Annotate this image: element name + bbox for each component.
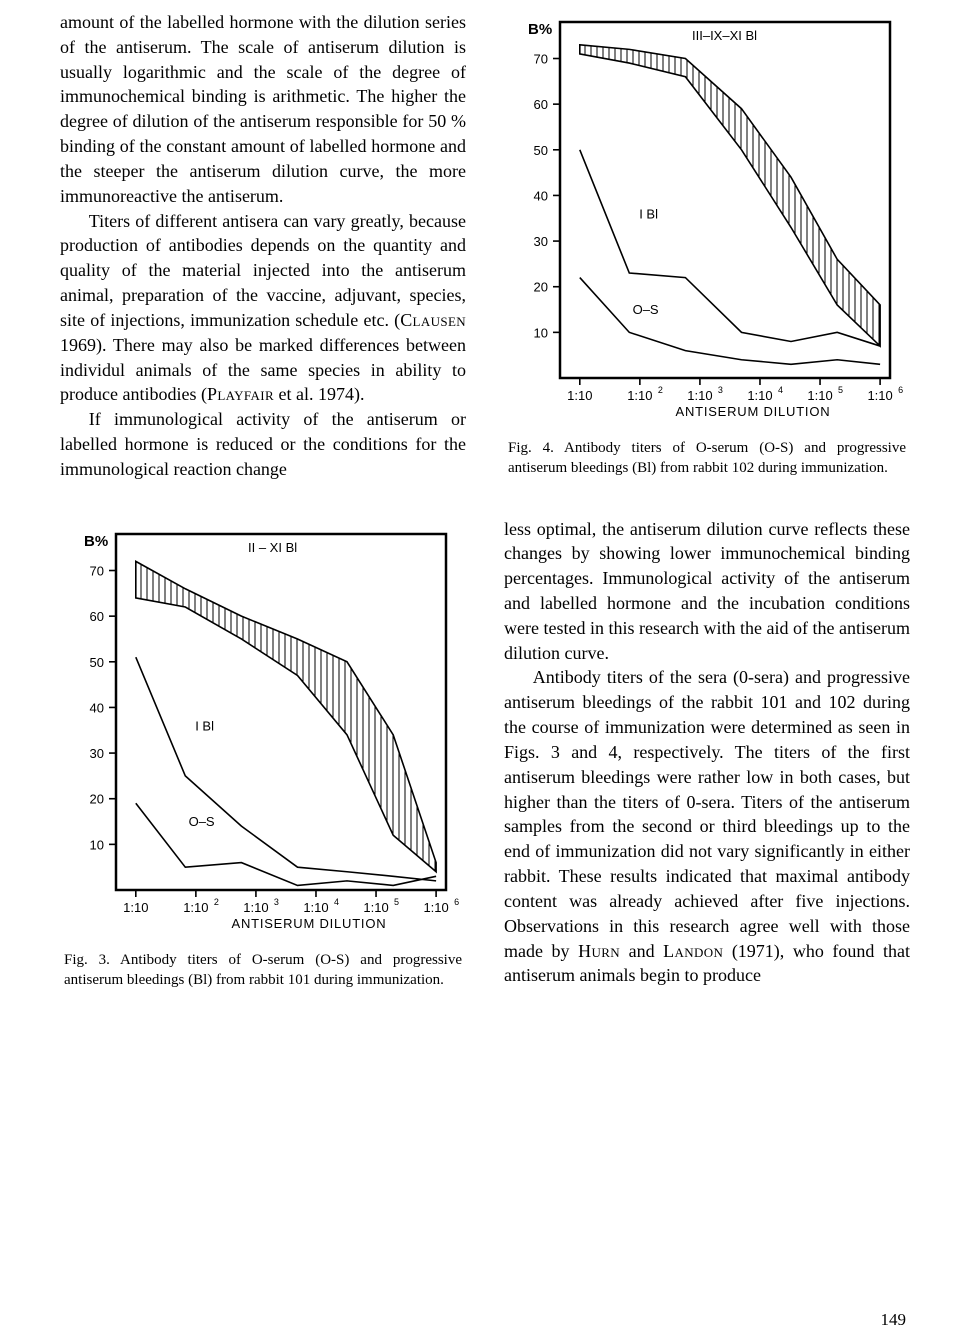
body-paragraph: amount of the labelled hormone with the … bbox=[60, 10, 466, 209]
smallcaps-name: Landon bbox=[663, 941, 723, 961]
page-number: 149 bbox=[881, 1308, 907, 1331]
svg-text:4: 4 bbox=[778, 385, 783, 395]
figure-3-caption: Fig. 3. Antibody titers of O-serum (O-S)… bbox=[64, 950, 462, 991]
svg-text:70: 70 bbox=[534, 52, 548, 67]
text-run: et al. 1974). bbox=[274, 384, 364, 404]
svg-text:10: 10 bbox=[90, 837, 104, 852]
svg-text:1:10: 1:10 bbox=[183, 900, 208, 915]
smallcaps-name: Clausen bbox=[400, 310, 466, 330]
svg-text:5: 5 bbox=[838, 385, 843, 395]
svg-text:3: 3 bbox=[718, 385, 723, 395]
svg-text:1:10: 1:10 bbox=[567, 388, 592, 403]
svg-text:B%: B% bbox=[84, 533, 108, 550]
svg-text:40: 40 bbox=[534, 188, 548, 203]
svg-text:50: 50 bbox=[90, 655, 104, 670]
figure-3: 10 20 30 40 50 60 70 B% 1:10 1:10 2 1:10 3 1:10 4 1:10 5… bbox=[60, 522, 466, 991]
figure-4-chart: 10 20 30 40 50 60 70 B% 1:10 1:10 2 1:10 3 1:10 4 1:10 5… bbox=[504, 10, 904, 430]
text-run: and bbox=[620, 941, 663, 961]
svg-text:6: 6 bbox=[454, 897, 459, 907]
svg-text:30: 30 bbox=[90, 746, 104, 761]
svg-text:O–S: O–S bbox=[633, 302, 659, 317]
svg-text:1:10: 1:10 bbox=[627, 388, 652, 403]
svg-text:60: 60 bbox=[90, 609, 104, 624]
svg-text:I Bl: I Bl bbox=[195, 718, 214, 733]
svg-text:O–S: O–S bbox=[189, 814, 215, 829]
svg-text:ANTISERUM DILUTION: ANTISERUM DILUTION bbox=[232, 916, 387, 931]
svg-text:3: 3 bbox=[274, 897, 279, 907]
svg-text:30: 30 bbox=[534, 234, 548, 249]
svg-text:III–IX–XI Bl: III–IX–XI Bl bbox=[692, 28, 757, 43]
figure-4-caption: Fig. 4. Antibody titers of O-serum (O-S)… bbox=[508, 438, 906, 479]
svg-text:20: 20 bbox=[534, 280, 548, 295]
svg-text:1:10: 1:10 bbox=[867, 388, 892, 403]
svg-text:B%: B% bbox=[528, 21, 552, 38]
smallcaps-name: Playfair bbox=[207, 384, 274, 404]
svg-text:60: 60 bbox=[534, 97, 548, 112]
body-paragraph: less optimal, the antiserum dilution cur… bbox=[504, 517, 910, 666]
svg-text:1:10: 1:10 bbox=[807, 388, 832, 403]
body-paragraph: Antibody titers of the sera (0-sera) and… bbox=[504, 665, 910, 988]
text-run: Antibody titers of the sera (0-sera) and… bbox=[504, 667, 910, 960]
svg-text:1:10: 1:10 bbox=[303, 900, 328, 915]
smallcaps-name: Hurn bbox=[578, 941, 620, 961]
figure-3-chart: 10 20 30 40 50 60 70 B% 1:10 1:10 2 1:10 3 1:10 4 1:10 5… bbox=[60, 522, 460, 942]
svg-text:70: 70 bbox=[90, 563, 104, 578]
svg-text:2: 2 bbox=[214, 897, 219, 907]
svg-text:20: 20 bbox=[90, 791, 104, 806]
svg-text:1:10: 1:10 bbox=[243, 900, 268, 915]
svg-text:1:10: 1:10 bbox=[123, 900, 148, 915]
svg-text:10: 10 bbox=[534, 325, 548, 340]
svg-text:50: 50 bbox=[534, 143, 548, 158]
svg-text:1:10: 1:10 bbox=[687, 388, 712, 403]
svg-text:I Bl: I Bl bbox=[639, 206, 658, 221]
svg-text:1:10: 1:10 bbox=[423, 900, 448, 915]
svg-text:II – XI Bl: II – XI Bl bbox=[248, 540, 297, 555]
figure-4: 10 20 30 40 50 60 70 B% 1:10 1:10 2 1:10 3 1:10 4 1:10 5… bbox=[504, 10, 910, 479]
svg-text:4: 4 bbox=[334, 897, 339, 907]
svg-text:6: 6 bbox=[898, 385, 903, 395]
svg-text:1:10: 1:10 bbox=[363, 900, 388, 915]
svg-text:ANTISERUM DILUTION: ANTISERUM DILUTION bbox=[676, 404, 831, 419]
svg-text:40: 40 bbox=[90, 700, 104, 715]
body-paragraph: Titers of different antisera can vary gr… bbox=[60, 209, 466, 408]
svg-text:1:10: 1:10 bbox=[747, 388, 772, 403]
svg-text:5: 5 bbox=[394, 897, 399, 907]
body-paragraph: If immunological activity of the antiser… bbox=[60, 407, 466, 481]
svg-text:2: 2 bbox=[658, 385, 663, 395]
